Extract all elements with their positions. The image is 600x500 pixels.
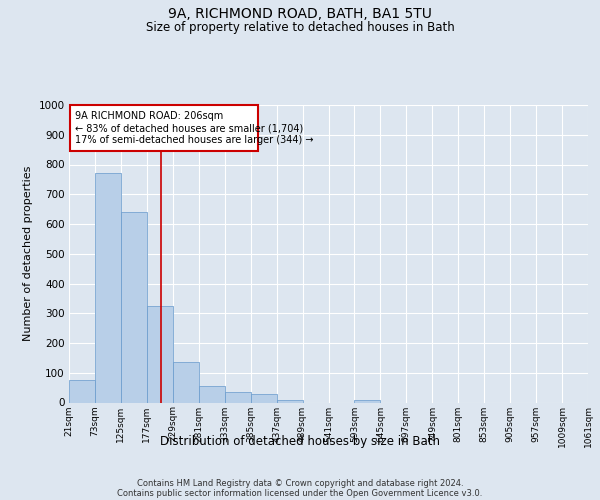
Text: 9A, RICHMOND ROAD, BATH, BA1 5TU: 9A, RICHMOND ROAD, BATH, BA1 5TU xyxy=(168,8,432,22)
Bar xyxy=(224,392,251,402)
Y-axis label: Number of detached properties: Number of detached properties xyxy=(23,166,33,342)
Bar xyxy=(173,362,199,403)
Text: 9A RICHMOND ROAD: 206sqm
← 83% of detached houses are smaller (1,704)
17% of sem: 9A RICHMOND ROAD: 206sqm ← 83% of detach… xyxy=(75,112,314,144)
Bar xyxy=(95,174,121,402)
Text: Distribution of detached houses by size in Bath: Distribution of detached houses by size … xyxy=(160,435,440,448)
Bar xyxy=(147,306,173,402)
Bar xyxy=(355,400,380,402)
FancyBboxPatch shape xyxy=(70,105,258,151)
Text: Size of property relative to detached houses in Bath: Size of property relative to detached ho… xyxy=(146,21,454,34)
Bar xyxy=(69,380,95,402)
Bar xyxy=(121,212,147,402)
Text: Contains HM Land Registry data © Crown copyright and database right 2024.
Contai: Contains HM Land Registry data © Crown c… xyxy=(118,479,482,498)
Bar xyxy=(251,394,277,402)
Bar xyxy=(277,400,302,402)
Bar xyxy=(199,386,224,402)
